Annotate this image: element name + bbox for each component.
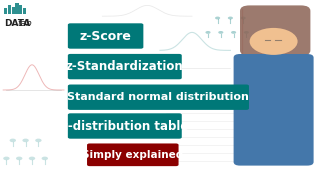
Circle shape	[35, 139, 42, 142]
Circle shape	[10, 139, 16, 142]
Circle shape	[3, 157, 10, 160]
FancyBboxPatch shape	[87, 143, 179, 166]
Circle shape	[29, 157, 35, 160]
Circle shape	[228, 17, 233, 19]
FancyBboxPatch shape	[240, 5, 310, 56]
Bar	[12, 7, 15, 14]
Circle shape	[231, 31, 236, 34]
Bar	[15, 3, 19, 14]
Circle shape	[250, 28, 298, 55]
Text: Standard normal distribution: Standard normal distribution	[68, 92, 249, 102]
Circle shape	[205, 31, 211, 34]
Circle shape	[241, 17, 246, 19]
Text: z-Score: z-Score	[80, 30, 132, 42]
Text: z-Standardization: z-Standardization	[66, 60, 184, 73]
Circle shape	[218, 31, 223, 34]
FancyBboxPatch shape	[68, 85, 249, 110]
Text: z-distribution table: z-distribution table	[61, 120, 188, 132]
Bar	[224, 0, 320, 180]
Text: tab: tab	[18, 19, 32, 28]
Bar	[23, 8, 26, 14]
Circle shape	[16, 157, 22, 160]
Circle shape	[215, 17, 220, 19]
FancyBboxPatch shape	[68, 54, 182, 79]
Circle shape	[22, 139, 29, 142]
Text: Simply explained: Simply explained	[82, 150, 183, 160]
Bar	[19, 5, 22, 14]
Circle shape	[244, 31, 249, 34]
FancyBboxPatch shape	[68, 23, 143, 49]
Text: DATA: DATA	[4, 19, 30, 28]
Bar	[4, 8, 7, 14]
Circle shape	[42, 157, 48, 160]
FancyBboxPatch shape	[68, 113, 182, 139]
FancyBboxPatch shape	[234, 54, 314, 166]
Bar	[8, 5, 11, 14]
